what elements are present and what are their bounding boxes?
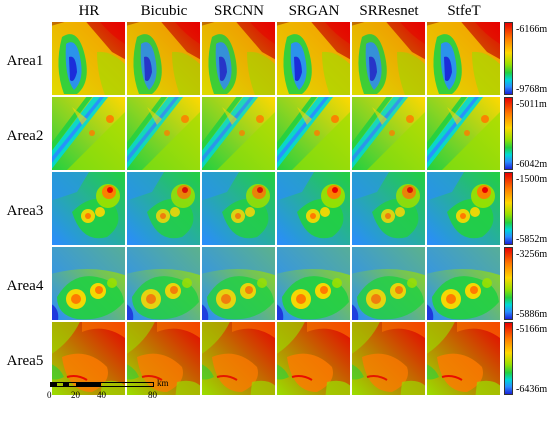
colorbar-max-area3: -1500m — [516, 174, 548, 185]
scale-bar-segment — [51, 383, 57, 386]
row-label-area5: Area5 — [6, 353, 44, 369]
column-header-srresnet: SRResnet — [359, 3, 419, 19]
elevation-tile — [202, 97, 275, 170]
row-label-area2: Area2 — [6, 128, 44, 144]
scale-tick-40: 40 — [97, 390, 106, 400]
colorbar-area4 — [504, 247, 513, 320]
row-label-area1: Area1 — [6, 53, 44, 69]
scale-unit: km — [157, 378, 169, 388]
column-header-srgan: SRGAN — [288, 3, 340, 19]
column-header-hr: HR — [78, 3, 100, 19]
elevation-tile — [352, 172, 425, 245]
colorbar-min-area1: -9768m — [516, 84, 548, 95]
scale-tick-80: 80 — [148, 390, 157, 400]
elevation-tile — [277, 322, 350, 395]
scale-bar-segment — [63, 383, 69, 386]
elevation-tile — [127, 172, 200, 245]
elevation-tile — [52, 22, 125, 95]
colorbar-min-area5: -6436m — [516, 384, 548, 395]
elevation-tile — [202, 172, 275, 245]
elevation-tile — [427, 97, 500, 170]
elevation-tile — [202, 322, 275, 395]
colorbar-area3 — [504, 172, 513, 245]
elevation-tile — [127, 22, 200, 95]
elevation-tile — [427, 172, 500, 245]
colorbar-max-area5: -5166m — [516, 324, 548, 335]
column-header-srcnn: SRCNN — [213, 3, 265, 19]
row-label-area4: Area4 — [6, 278, 44, 294]
elevation-tile — [352, 322, 425, 395]
elevation-tile — [277, 247, 350, 320]
colorbar-area2 — [504, 97, 513, 170]
elevation-tile — [202, 247, 275, 320]
elevation-tile — [277, 22, 350, 95]
elevation-tile — [427, 322, 500, 395]
colorbar-min-area3: -5852m — [516, 234, 548, 245]
elevation-tile — [127, 247, 200, 320]
colorbar-area1 — [504, 22, 513, 95]
colorbar-area5 — [504, 322, 513, 395]
column-header-stfet: StfeT — [447, 3, 481, 19]
scale-tick-0: 0 — [47, 390, 52, 400]
scale-bar-segment — [76, 383, 101, 386]
colorbar-min-area2: -6042m — [516, 159, 548, 170]
elevation-tile — [277, 172, 350, 245]
elevation-tile — [352, 97, 425, 170]
elevation-tile — [52, 247, 125, 320]
colorbar-max-area1: -6166m — [516, 24, 548, 35]
scale-tick-20: 20 — [71, 390, 80, 400]
elevation-tile — [352, 22, 425, 95]
scale-bar — [50, 382, 154, 387]
elevation-tile — [52, 172, 125, 245]
elevation-tile — [52, 97, 125, 170]
elevation-tile — [277, 97, 350, 170]
column-header-bicubic: Bicubic — [140, 3, 188, 19]
row-label-area3: Area3 — [6, 203, 44, 219]
elevation-tile — [127, 97, 200, 170]
elevation-tile — [427, 22, 500, 95]
elevation-tile — [427, 247, 500, 320]
colorbar-max-area4: -3256m — [516, 249, 548, 260]
colorbar-min-area4: -5886m — [516, 309, 548, 320]
colorbar-max-area2: -5011m — [516, 99, 547, 110]
elevation-tile — [202, 22, 275, 95]
elevation-tile — [352, 247, 425, 320]
